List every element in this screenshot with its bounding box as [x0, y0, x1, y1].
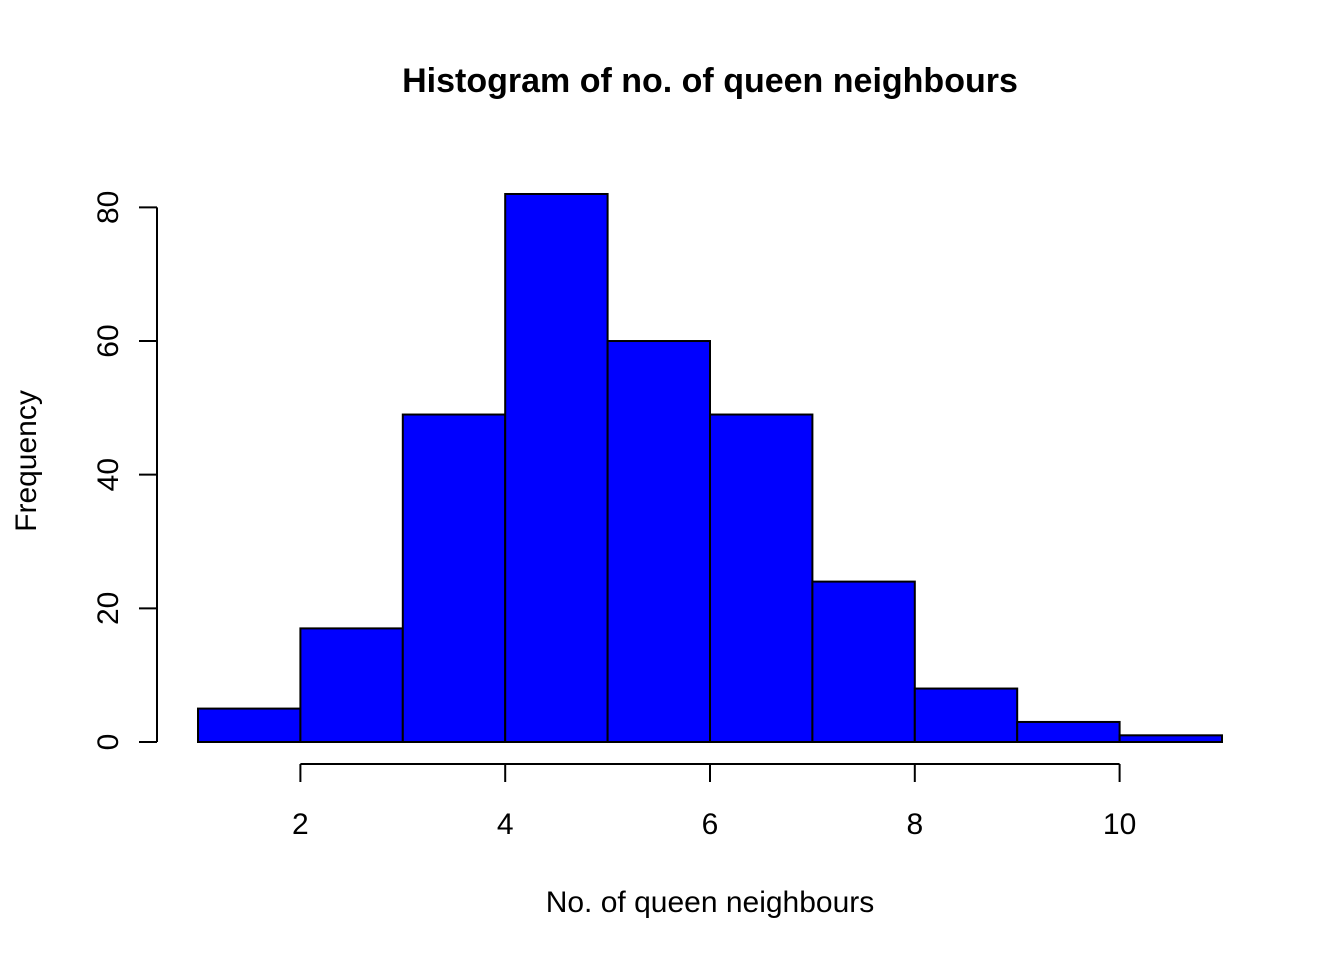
x-tick-label: 8: [906, 808, 923, 841]
y-tick-label: 60: [92, 324, 125, 357]
histogram-bar: [1016, 720, 1121, 743]
histogram-bar: [709, 413, 814, 743]
y-tick-label: 80: [92, 191, 125, 224]
histogram-bar: [299, 627, 404, 743]
y-tick-label: 40: [92, 458, 125, 491]
histogram-bar: [401, 413, 507, 743]
x-tick-label: 2: [292, 808, 309, 841]
y-tick-label: 20: [92, 592, 125, 625]
x-axis: 2 4 6 8 10: [292, 763, 1136, 841]
y-axis: 0 20 40 60 80: [92, 191, 158, 751]
x-tick-label: 10: [1103, 808, 1136, 841]
histogram-bar: [197, 707, 302, 744]
histogram-bar: [811, 580, 916, 743]
x-tick-label: 6: [702, 808, 719, 841]
x-tick-label: 4: [497, 808, 514, 841]
y-axis-label: Frequency: [10, 390, 43, 532]
chart-title: Histogram of no. of queen neighbours: [402, 62, 1018, 100]
histogram-bar: [1118, 734, 1223, 744]
histogram-bar: [913, 687, 1019, 744]
bars-group: [197, 192, 1223, 744]
histogram-bar: [606, 340, 711, 743]
y-tick-label: 0: [92, 734, 125, 751]
x-axis-label: No. of queen neighbours: [546, 886, 875, 919]
histogram-bar: [504, 192, 609, 743]
